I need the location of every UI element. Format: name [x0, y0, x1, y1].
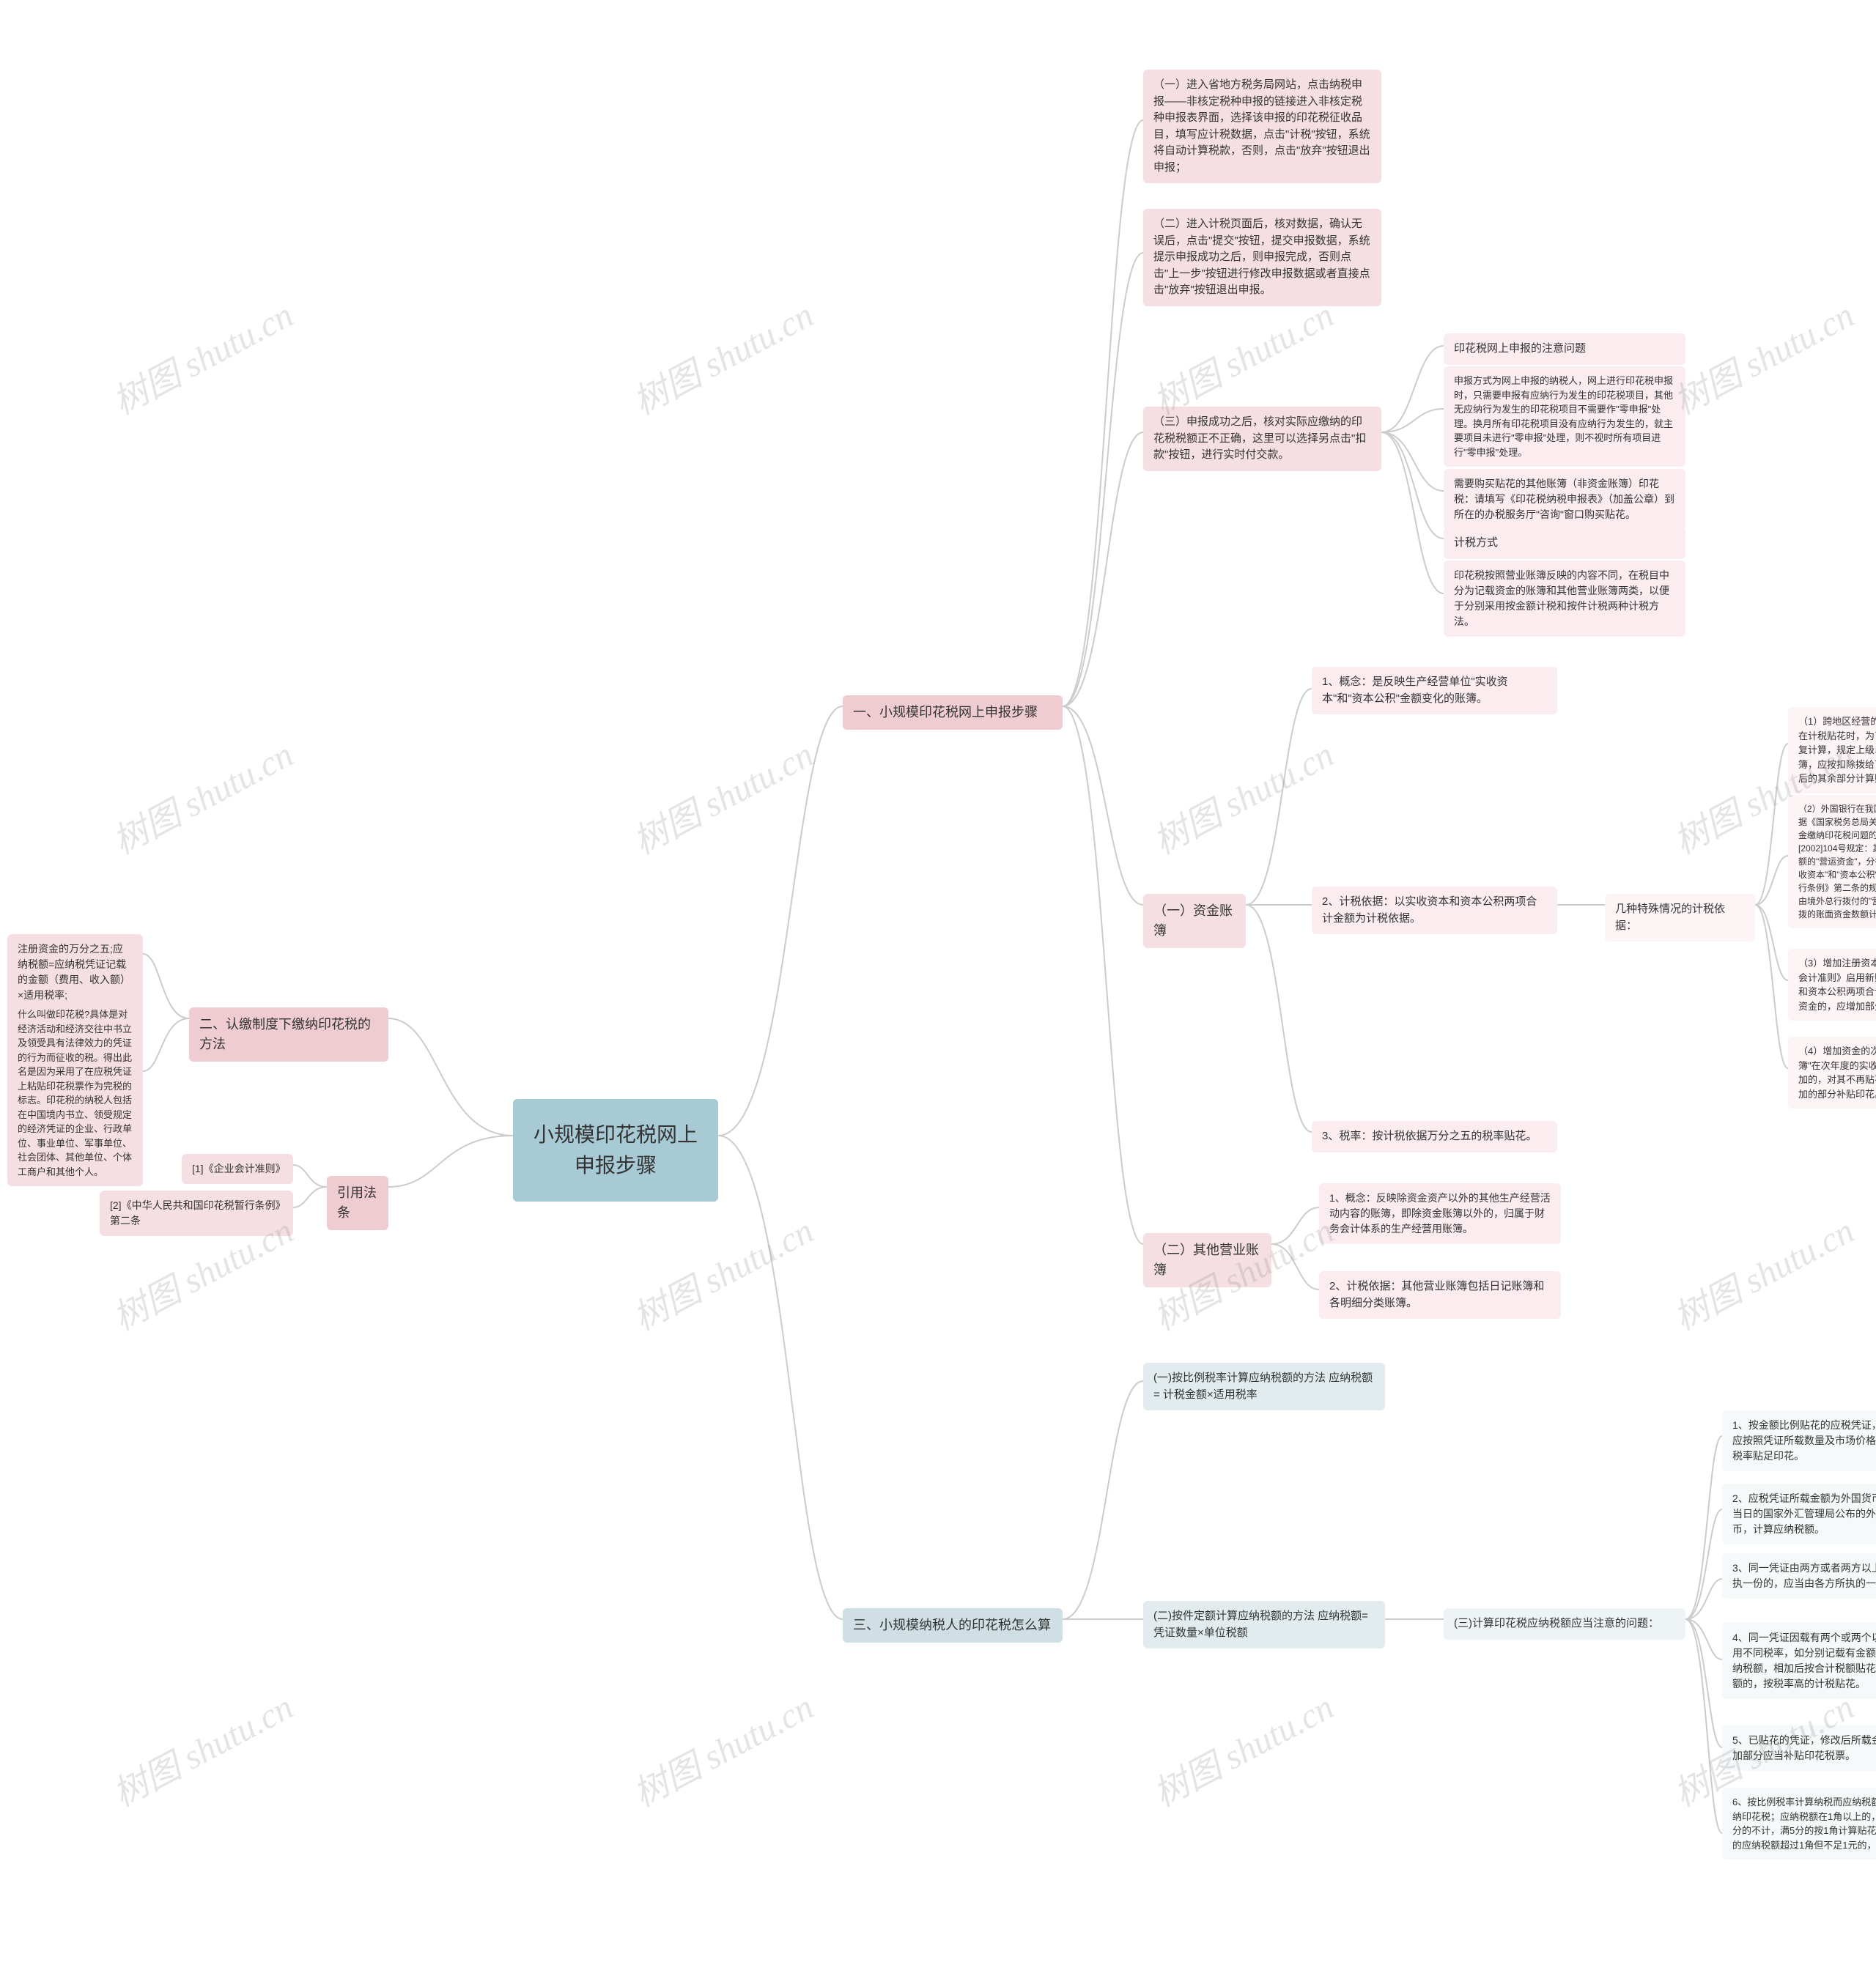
watermark: 树图 shutu.cn: [622, 1679, 821, 1816]
step3-sub-e: 印花税按照营业账簿反映的内容不同，在税目中分为记载资金的账簿和其他营业账簿两类，…: [1444, 560, 1685, 637]
section3-ref1: [1]《企业会计准则》: [182, 1154, 293, 1184]
watermark: 树图 shutu.cn: [1142, 726, 1341, 864]
watermark: 树图 shutu.cn: [102, 726, 300, 864]
fundbook-special-a: （1）跨地区经营的分支机构：营业账簿在计税贴花时，为了避免对同一资金重复计算，规…: [1788, 707, 1876, 793]
watermark: 树图 shutu.cn: [1663, 1202, 1861, 1340]
section1-step2: （二）进入计税页面后，核对数据，确认无误后，点击"提交"按钮，提交申报数据，系统…: [1143, 209, 1381, 306]
fundbook-special-title: 几种特殊情况的计税依据：: [1605, 894, 1755, 941]
root-node[interactable]: 小规模印花税网上申报步骤: [513, 1099, 718, 1202]
section2-note2: 什么叫做印花税?具体是对经济活动和经济交往中书立及领受具有法律效力的凭证的行为而…: [7, 1000, 143, 1186]
section4-m3-title: (三)计算印花税应纳税额应当注意的问题：: [1444, 1608, 1685, 1640]
section4-m1: (一)按比例税率计算应纳税额的方法 应纳税额= 计税金额×适用税率: [1143, 1363, 1385, 1410]
section3-title[interactable]: 引用法条: [327, 1176, 388, 1230]
fundbook-p2: 2、计税依据：以实收资本和资本公积两项合计金额为计税依据。: [1312, 887, 1557, 934]
otherbook-p2: 2、计税依据：其他营业账簿包括日记账簿和各明细分类账簿。: [1319, 1271, 1561, 1319]
step3-sub-c: 需要购买贴花的其他账簿（非资金账簿）印花税：请填写《印花税纳税申报表》（加盖公章…: [1444, 469, 1685, 530]
section4-m3-c: 3、同一凭证由两方或者两方以上当事人签订并各执一份的，应当由各方所执的一份全额贴…: [1722, 1553, 1876, 1599]
otherbook-title[interactable]: （二）其他营业账簿: [1143, 1233, 1271, 1287]
section2-note1: 注册资金的万分之五;应纳税额=应纳税凭证记载的金额（费用、收入额）×适用税率;: [7, 934, 143, 1010]
section1-step1: （一）进入省地方税务局网站，点击纳税申报——非核定税种申报的链接进入非核定税种申…: [1143, 70, 1381, 183]
watermark: 树图 shutu.cn: [1142, 1679, 1341, 1816]
fundbook-special-d: （4）增加资金的次年度：凡"资金账簿"在次年度的实收资本和资本公积未增加的，对其…: [1788, 1037, 1876, 1109]
section4-m3-e: 5、已贴花的凭证，修改后所载金额增加的，其增加部分应当补贴印花税票。: [1722, 1725, 1876, 1771]
fundbook-p1: 1、概念：是反映生产经营单位"实收资本"和"资本公积"金额变化的账簿。: [1312, 667, 1557, 714]
section4-title[interactable]: 三、小规模纳税人的印花税怎么算: [843, 1608, 1063, 1643]
connectors: [0, 0, 1876, 1976]
watermark: 树图 shutu.cn: [622, 286, 821, 424]
watermark: 树图 shutu.cn: [622, 726, 821, 864]
section3-ref2: [2]《中华人民共和国印花税暂行条例》第二条: [100, 1191, 293, 1236]
fundbook-special-c: （3）增加注册资本的：企业执行《企业会计准则》启用新账簿后，其实收资本和资本公积…: [1788, 949, 1876, 1021]
watermark: 树图 shutu.cn: [1663, 286, 1861, 424]
step3-sub-b: 申报方式为网上申报的纳税人，网上进行印花税申报时，只需要申报有应纳行为发生的印花…: [1444, 366, 1685, 467]
section4-m3-b: 2、应税凭证所载金额为外国货币的，按凭证书立当日的国家外汇管理局公布的外汇牌价折…: [1722, 1484, 1876, 1544]
step3-sub-a: 印花税网上申报的注意问题: [1444, 333, 1685, 365]
section1-title[interactable]: 一、小规模印花税网上申报步骤: [843, 695, 1063, 730]
section1-step3: （三）申报成功之后，核对实际应缴纳的印花税税额正不正确，这里可以选择另点击"扣款…: [1143, 407, 1381, 471]
section4-m2: (二)按件定额计算应纳税额的方法 应纳税额=凭证数量×单位税额: [1143, 1601, 1385, 1648]
watermark: 树图 shutu.cn: [1142, 286, 1341, 424]
mindmap-canvas: 小规模印花税网上申报步骤 二、认缴制度下缴纳印花税的方法 注册资金的万分之五;应…: [0, 0, 1876, 1976]
fundbook-p3: 3、税率：按计税依据万分之五的税率贴花。: [1312, 1121, 1557, 1152]
watermark: 树图 shutu.cn: [102, 1679, 300, 1816]
section4-m3-a: 1、按金额比例贴花的应税凭证，未标明金额的，应按照凭证所载数量及市场价格计算金额…: [1722, 1410, 1876, 1471]
watermark: 树图 shutu.cn: [622, 1202, 821, 1340]
step3-sub-d: 计税方式: [1444, 528, 1685, 559]
section2-title[interactable]: 二、认缴制度下缴纳印花税的方法: [189, 1007, 388, 1062]
fundbook-title[interactable]: （一）资金账簿: [1143, 894, 1246, 948]
section4-m3-f: 6、按比例税率计算纳税而应纳税额又不足1角的，免纳印花税；应纳税额在1角以上的，…: [1722, 1788, 1876, 1860]
watermark: 树图 shutu.cn: [102, 286, 300, 424]
fundbook-special-b: （2）外国银行在我国境内设立的分行：根据《国家税务总局关于外国银行分行营运资金缴…: [1788, 795, 1876, 928]
otherbook-p1: 1、概念：反映除资金资产以外的其他生产经营活动内容的账簿，即除资金账簿以外的，归…: [1319, 1183, 1561, 1244]
section4-m3-d: 4、同一凭证因载有两个或两个以上经济事项而适用不同税率，如分别记载有金额的，应分…: [1722, 1623, 1876, 1699]
